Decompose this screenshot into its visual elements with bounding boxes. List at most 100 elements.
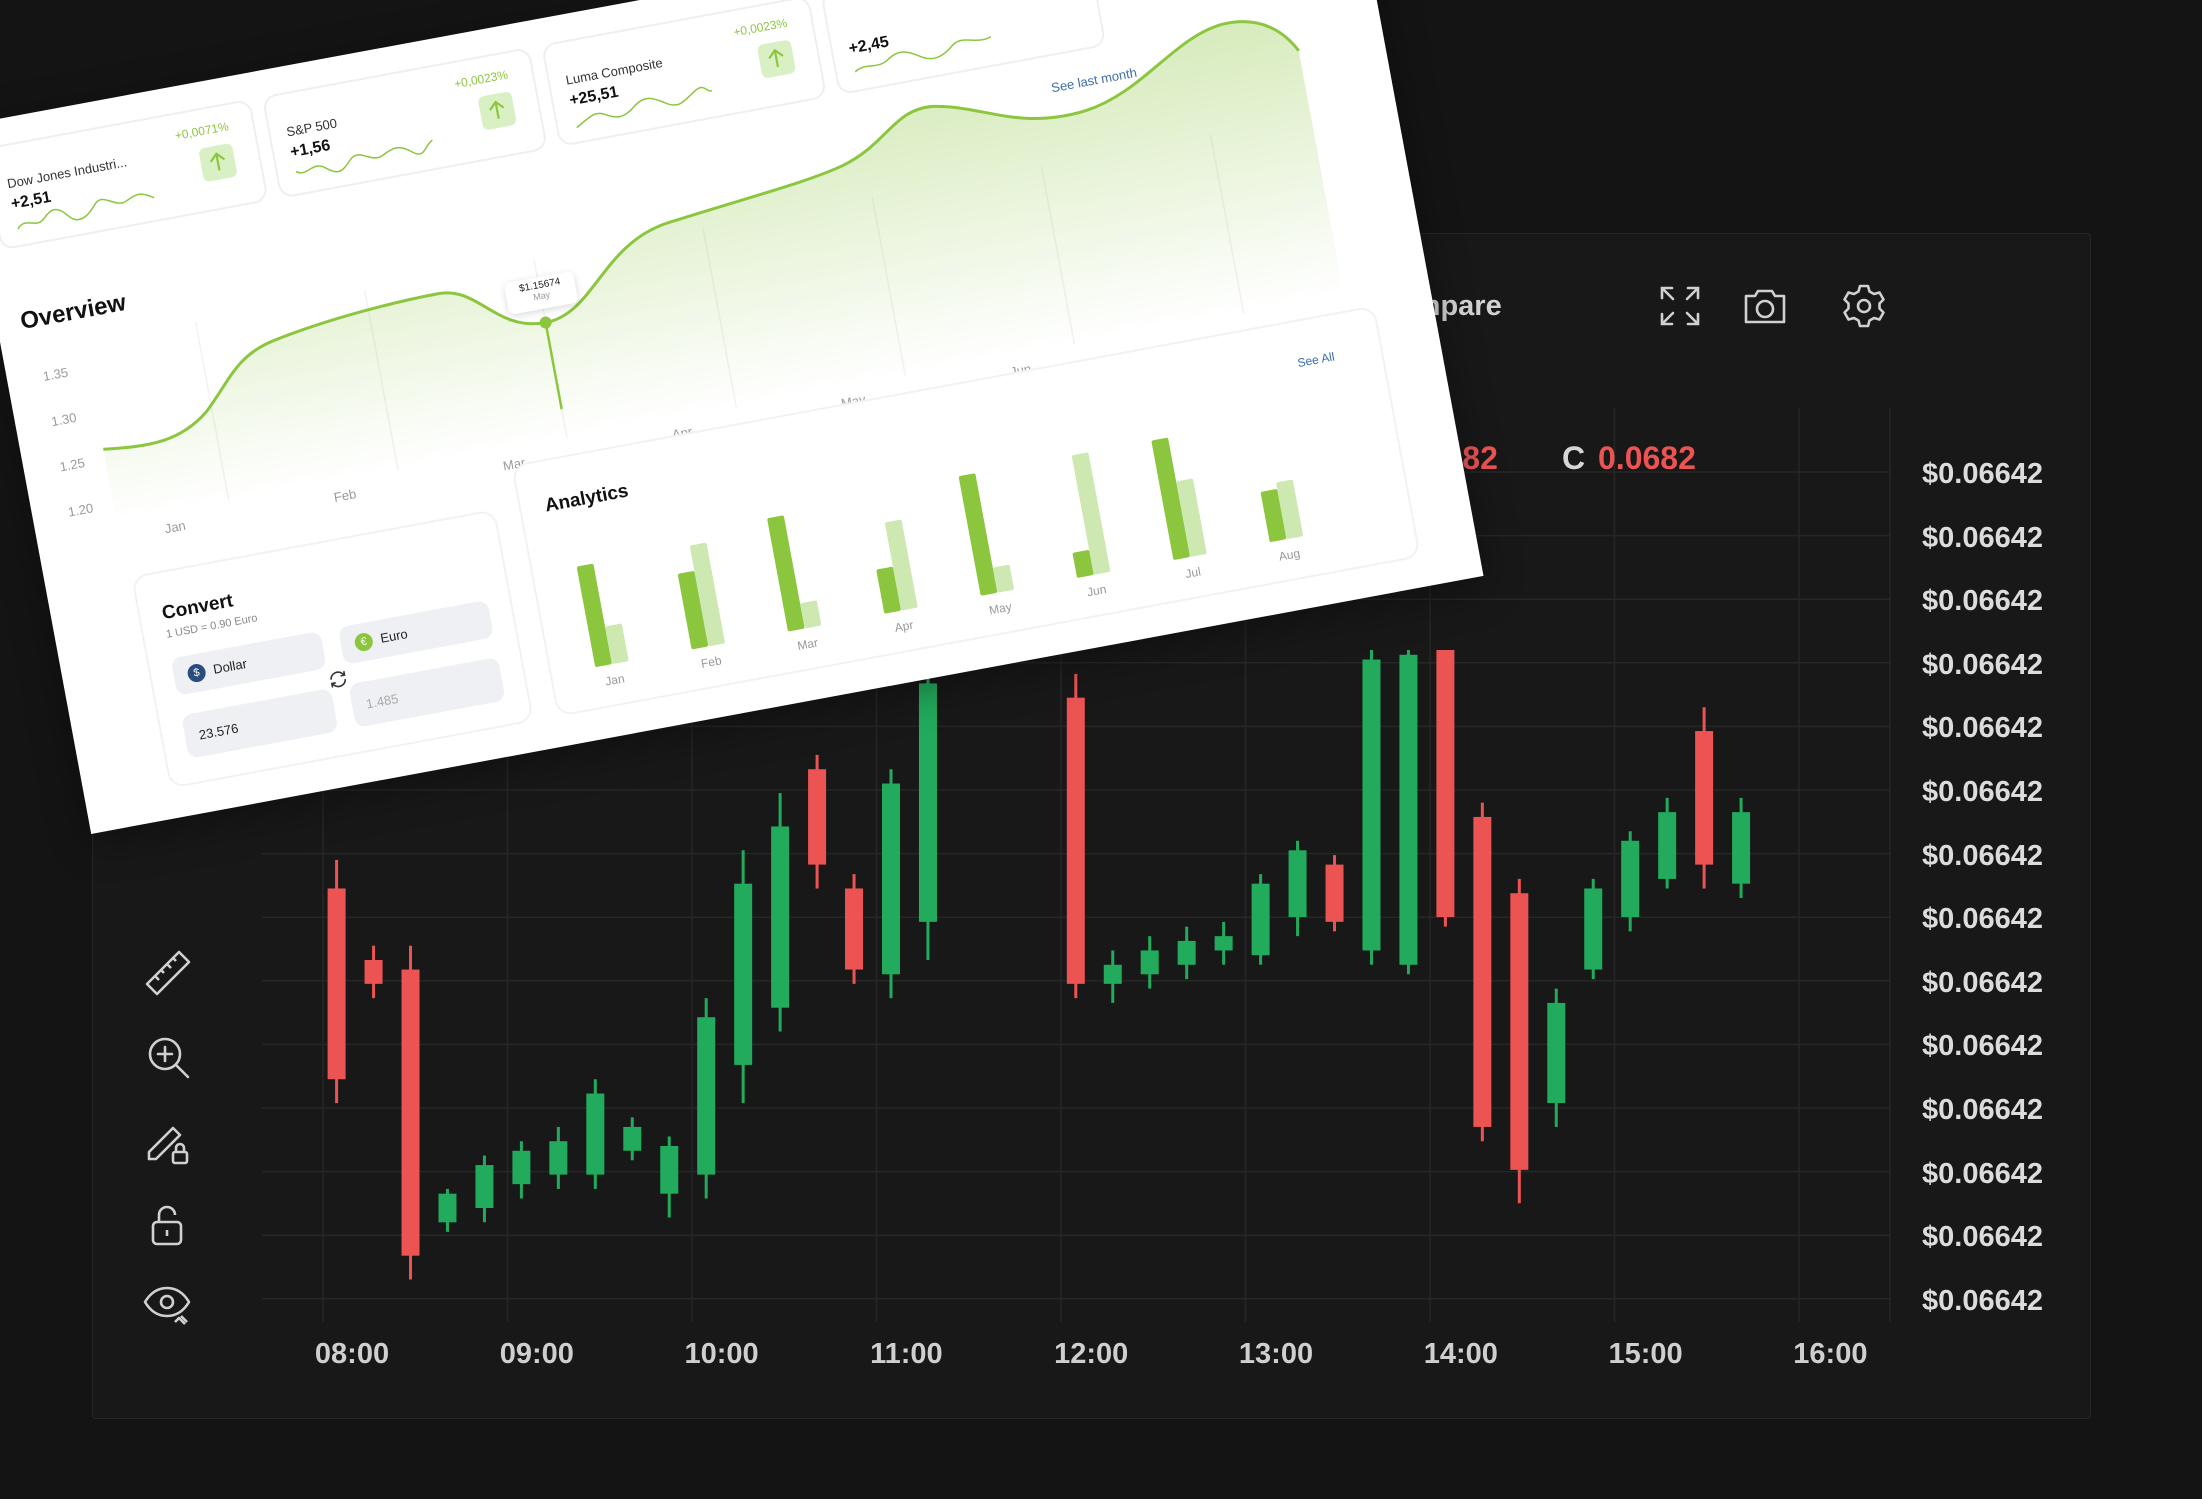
candle[interactable] (438, 1188, 457, 1232)
to-currency-label: Euro (379, 626, 409, 646)
candle[interactable] (327, 859, 346, 1104)
zoom-in-icon[interactable] (141, 1030, 195, 1084)
analytics-bar-chart: Jan Feb Mar Apr May Jun Jul Aug (576, 437, 1303, 689)
candle[interactable] (1695, 707, 1714, 889)
ohlc-close-letter: C (1562, 440, 1586, 476)
to-currency-select[interactable]: € Euro (337, 599, 495, 665)
gear-icon[interactable] (1840, 282, 1888, 330)
price-tick-label: $0.06642 (1922, 1221, 2043, 1254)
analytics-bar[interactable] (605, 623, 629, 664)
candle[interactable] (845, 874, 864, 984)
candle[interactable] (1621, 831, 1640, 932)
candle[interactable] (1510, 878, 1529, 1204)
from-amount-input[interactable]: 23.576 (181, 687, 339, 759)
analytics-bar[interactable] (958, 473, 998, 596)
candle[interactable] (918, 659, 937, 960)
pencil-lock-icon[interactable] (141, 1114, 195, 1168)
arrow-up-icon (756, 39, 797, 79)
candle[interactable] (1214, 921, 1233, 965)
dollar-icon: $ (186, 662, 208, 684)
price-tick-label: $0.06642 (1922, 458, 2043, 490)
to-amount-input[interactable]: 1.485 (348, 656, 506, 728)
candle[interactable] (1436, 650, 1455, 927)
to-amount-value: 1.485 (364, 690, 400, 712)
analytics-bar[interactable] (677, 571, 709, 650)
candle[interactable] (1547, 988, 1566, 1127)
price-tick-label: $0.06642 (1922, 585, 2043, 618)
analytics-bar[interactable] (800, 600, 822, 629)
overview-point[interactable] (539, 316, 553, 330)
ruler-icon[interactable] (141, 946, 195, 1000)
analytics-bar[interactable] (885, 519, 918, 611)
price-tick-label: $0.06642 (1922, 648, 2043, 681)
candle[interactable] (1103, 950, 1122, 1003)
sparkline (295, 139, 433, 174)
candle[interactable] (586, 1079, 605, 1189)
from-currency-label: Dollar (211, 655, 249, 677)
dashboard-card: Dow Jones Industri... +2,51 +0,0071% S&P… (0, 0, 1484, 834)
price-tick-label: $0.06642 (1922, 903, 2043, 936)
analytics-month-label: Jul (1184, 564, 1202, 581)
time-tick-label: 16:00 (1793, 1338, 1868, 1370)
candle[interactable] (1140, 936, 1159, 989)
analytics-month-label: Jun (1086, 582, 1108, 599)
candle[interactable] (1584, 878, 1603, 980)
candle[interactable] (1177, 926, 1196, 980)
ticker-card[interactable]: S&P 500 +1,56 +0,0023% (261, 46, 549, 199)
ticker-card[interactable]: +2,45 (820, 0, 1107, 96)
candle[interactable] (623, 1117, 642, 1161)
time-tick-label: 14:00 (1423, 1338, 1498, 1370)
candle[interactable] (1399, 650, 1418, 975)
candle[interactable] (660, 1136, 679, 1218)
candle[interactable] (364, 945, 383, 999)
analytics-bar[interactable] (1276, 479, 1303, 539)
candle[interactable] (1325, 855, 1344, 932)
time-tick-label: 11:00 (870, 1338, 943, 1370)
candle[interactable] (512, 1141, 531, 1199)
ticker-card[interactable]: Luma Composite +25,51 +0,0023% (540, 0, 828, 148)
time-tick-label: 12:00 (1054, 1338, 1129, 1370)
price-tick-label: $0.06642 (1922, 1284, 2043, 1317)
sparkline (17, 193, 155, 230)
candle[interactable] (475, 1155, 494, 1223)
candle[interactable] (771, 793, 790, 1032)
candle[interactable] (1732, 797, 1751, 898)
analytics-bar[interactable] (690, 542, 725, 647)
analytics-bar[interactable] (876, 566, 901, 614)
candle[interactable] (882, 769, 900, 999)
price-tick-label: $0.06642 (1922, 521, 2043, 554)
analytics-bar[interactable] (1071, 452, 1111, 575)
eye-icon[interactable] (141, 1278, 195, 1332)
overview-line (103, 20, 1300, 451)
candle[interactable] (734, 850, 753, 1104)
analytics-bar[interactable] (1176, 478, 1207, 557)
ticker-card[interactable]: Dow Jones Industri... +2,51 +0,0071% (0, 98, 269, 251)
camera-icon[interactable] (1741, 282, 1789, 330)
candle[interactable] (1066, 673, 1085, 999)
price-tick-label: $0.06642 (1922, 839, 2043, 872)
convert-card: Convert 1 USD = 0.90 Euro $ Dollar € Eur… (130, 508, 535, 789)
from-amount-value: 23.576 (197, 720, 240, 743)
analytics-bar[interactable] (1151, 437, 1190, 560)
candle[interactable] (401, 945, 420, 1280)
candle[interactable] (1473, 802, 1492, 1142)
analytics-month-label: Feb (700, 653, 723, 671)
swap-icon[interactable] (323, 664, 354, 695)
analytics-bar[interactable] (767, 515, 805, 632)
candle[interactable] (1658, 797, 1677, 889)
from-currency-select[interactable]: $ Dollar (170, 630, 327, 696)
candle[interactable] (1362, 650, 1381, 965)
candle[interactable] (549, 1126, 568, 1189)
analytics-bar[interactable] (1260, 489, 1287, 542)
candle[interactable] (697, 998, 716, 1199)
fullscreen-icon[interactable] (1656, 282, 1704, 330)
analytics-bar[interactable] (576, 563, 612, 668)
unlock-icon[interactable] (141, 1198, 195, 1252)
price-tick-label: $0.06642 (1922, 776, 2043, 808)
candle[interactable] (808, 754, 827, 889)
analytics-bar[interactable] (1072, 550, 1094, 578)
candle[interactable] (1251, 874, 1270, 965)
analytics-bar[interactable] (993, 564, 1014, 593)
candle[interactable] (1288, 840, 1307, 937)
